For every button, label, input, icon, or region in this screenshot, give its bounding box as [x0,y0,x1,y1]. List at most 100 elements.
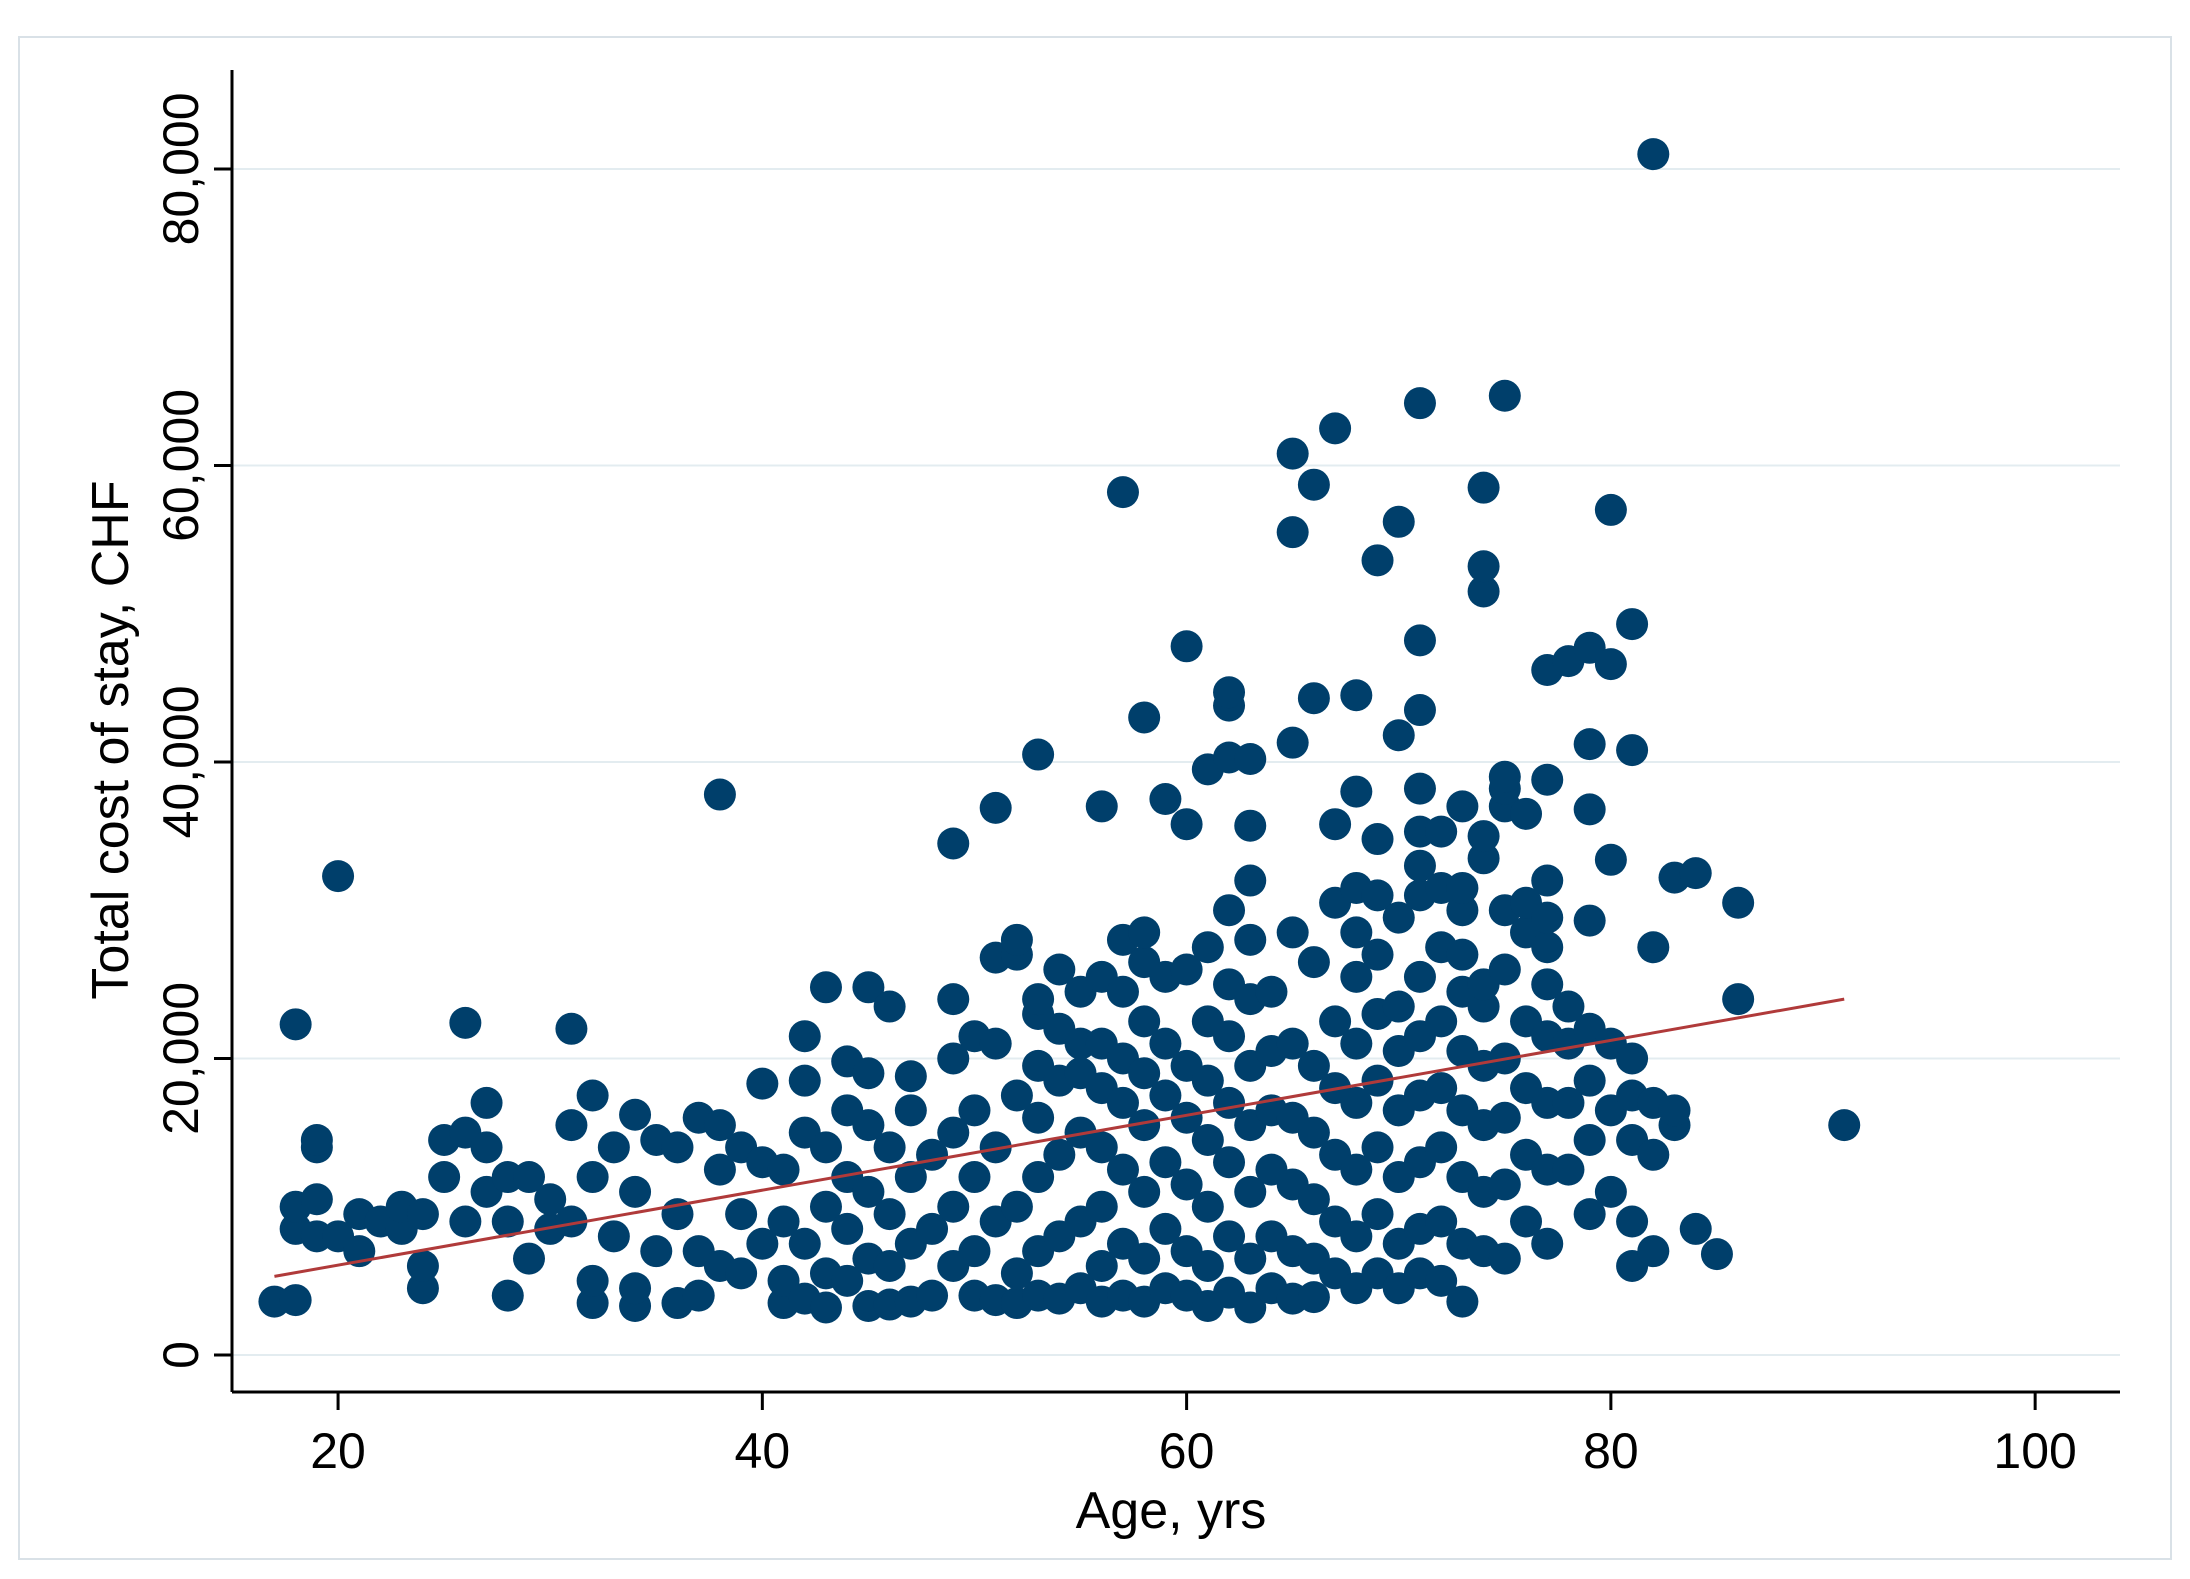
data-point [470,1131,503,1164]
data-point [576,1079,609,1112]
data-point [979,791,1012,824]
data-point [1191,1064,1224,1097]
data-point [1722,886,1755,919]
data-point [1149,1212,1182,1245]
data-point [1828,1109,1861,1142]
data-point [1531,931,1564,964]
data-point [852,1057,885,1090]
data-point [1361,1198,1394,1231]
data-point [1022,983,1055,1016]
data-point [1467,575,1500,608]
data-point [619,1098,652,1131]
data-point [1297,946,1330,979]
data-point [1403,849,1436,882]
data-point [725,1198,758,1231]
data-point [1446,894,1479,927]
data-point [322,860,355,893]
data-point [1085,1249,1118,1282]
data-point [1085,790,1118,823]
data-point [746,1067,779,1100]
data-point [1340,1086,1373,1119]
data-point [661,1131,694,1164]
data-point [1594,493,1627,526]
data-point [1531,763,1564,796]
data-point [449,1006,482,1039]
data-point [1022,738,1055,771]
data-point [1403,624,1436,657]
data-point [1425,1264,1458,1297]
data-point [406,1198,439,1231]
data-point [788,1227,821,1260]
data-point [1000,1190,1033,1223]
data-point [894,1060,927,1093]
data-point [852,971,885,1004]
data-point [937,983,970,1016]
data-point [1022,1161,1055,1194]
data-point [937,1190,970,1223]
y-tick-label: 40,000 [153,685,209,838]
data-point [1531,864,1564,897]
data-point [1467,842,1500,875]
data-point [1128,916,1161,949]
axes [230,70,2120,1394]
data-point [1573,1064,1606,1097]
data-point [300,1183,333,1216]
data-point [1234,1291,1267,1324]
data-point [1128,1005,1161,1038]
data-point [937,1042,970,1075]
data-point [809,971,842,1004]
data-point [576,1287,609,1320]
data-point [809,1190,842,1223]
data-point [1382,901,1415,934]
data-point [1191,1190,1224,1223]
x-tick-label: 40 [735,1423,791,1479]
data-point [1361,1131,1394,1164]
data-point [1403,387,1436,420]
data-point [1106,476,1139,509]
data-point [1488,760,1521,793]
data-point [1319,412,1352,445]
data-point [1637,931,1670,964]
data-point [1234,809,1267,842]
data-point [937,827,970,860]
data-point [1361,938,1394,971]
data-point [1276,516,1309,549]
data-point [682,1279,715,1312]
data-points [258,138,1861,1324]
data-point [1658,1094,1691,1127]
data-point [1425,1072,1458,1105]
data-point [1297,682,1330,715]
data-point [1552,1153,1585,1186]
data-point [1170,630,1203,663]
data-point [1213,1020,1246,1053]
data-point [597,1220,630,1253]
data-point [873,1198,906,1231]
data-point [788,1064,821,1097]
data-point [1234,923,1267,956]
data-point [1276,1027,1309,1060]
data-point [1297,1281,1330,1314]
data-point [767,1205,800,1238]
data-point [1340,916,1373,949]
data-point [470,1086,503,1119]
data-point [1170,808,1203,841]
data-point [300,1123,333,1156]
data-point [746,1227,779,1260]
data-point [406,1272,439,1305]
data-point [576,1161,609,1194]
y-tick-label: 0 [153,1341,209,1369]
data-point [703,1153,736,1186]
data-point [1000,1079,1033,1112]
data-point [1213,894,1246,927]
data-point [1679,857,1712,890]
x-tick-label: 20 [310,1423,366,1479]
data-point [1361,879,1394,912]
data-point [1276,916,1309,949]
data-point [958,1235,991,1268]
data-point [1340,1153,1373,1186]
data-point [831,1212,864,1245]
data-point [1361,823,1394,856]
data-point [916,1212,949,1245]
data-point [491,1205,524,1238]
